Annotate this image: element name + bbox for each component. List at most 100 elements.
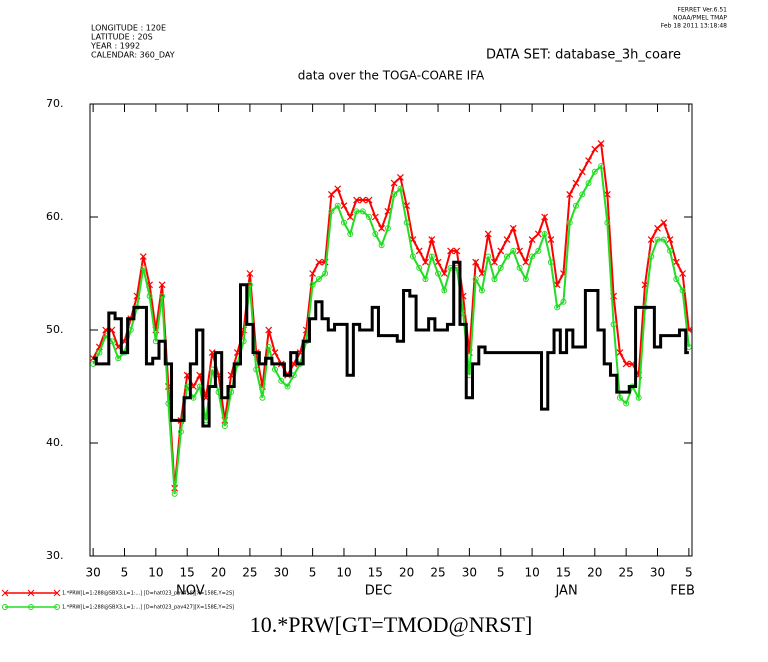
marker-x — [415, 247, 423, 255]
marker-x — [522, 258, 530, 266]
marker-x — [654, 224, 661, 232]
marker-circle — [522, 276, 529, 283]
marker-circle — [428, 253, 435, 260]
series-line — [92, 141, 690, 489]
marker-circle — [529, 253, 536, 260]
marker-x — [440, 270, 448, 277]
marker-circle — [485, 253, 492, 260]
marker-circle — [409, 253, 416, 260]
marker-x — [378, 224, 386, 232]
header-line: CALENDAR: 360_DAY — [91, 51, 175, 60]
marker-circle — [554, 304, 561, 311]
marker-circle — [322, 270, 329, 277]
marker-x — [309, 270, 317, 277]
x-tick-label: 30 — [274, 566, 289, 580]
marker-x — [334, 185, 342, 193]
marker-circle — [416, 264, 423, 271]
marker-circle — [309, 281, 316, 288]
marker-x — [340, 202, 348, 210]
marker-circle — [391, 191, 398, 198]
marker-x — [453, 247, 461, 255]
marker-x — [572, 179, 580, 187]
x-tick-label: 20 — [399, 566, 414, 580]
marker-circle — [441, 287, 448, 294]
marker-circle — [491, 276, 498, 283]
y-tick-label: 50. — [46, 323, 64, 336]
marker-x — [353, 196, 360, 204]
marker-circle — [623, 400, 630, 407]
marker-circle — [422, 276, 429, 283]
marker-circle — [171, 490, 178, 497]
marker-x — [158, 281, 166, 289]
marker-x — [484, 230, 492, 238]
marker-circle — [259, 394, 266, 401]
marker-circle — [253, 366, 260, 373]
x-tick-label: 5 — [497, 566, 505, 580]
marker-circle — [667, 247, 674, 254]
x-tick-label: 10 — [524, 566, 539, 580]
marker-x — [585, 157, 592, 164]
marker-circle — [397, 185, 404, 192]
legend-marker — [2, 604, 8, 610]
marker-x — [428, 236, 436, 244]
marker-circle — [115, 355, 122, 362]
marker-circle — [610, 321, 617, 328]
header-line: YEAR : 1992 — [90, 42, 140, 51]
marker-x — [271, 349, 279, 357]
marker-x — [647, 236, 655, 244]
legend-marker — [54, 604, 60, 610]
x-tick-label: 25 — [430, 566, 445, 580]
legend-marker — [1, 589, 9, 597]
marker-circle — [96, 349, 103, 356]
marker-circle — [271, 366, 278, 373]
marker-x — [591, 145, 599, 153]
marker-circle — [616, 394, 623, 401]
marker-circle — [146, 293, 153, 300]
marker-circle — [504, 253, 511, 260]
marker-circle — [660, 236, 667, 243]
marker-circle — [541, 230, 548, 237]
program-info: Feb 18 2011 13:18:48 — [661, 23, 727, 30]
marker-x — [390, 179, 398, 187]
y-tick-label: 70. — [46, 97, 64, 110]
x-tick-label: 5 — [685, 566, 693, 580]
month-label: NOV — [176, 584, 205, 599]
marker-circle — [510, 247, 517, 254]
marker-circle — [560, 298, 567, 305]
marker-x — [359, 196, 367, 204]
marker-circle — [566, 219, 573, 226]
x-tick-label: 30 — [462, 566, 477, 580]
marker-circle — [315, 276, 322, 283]
marker-x — [616, 349, 624, 357]
marker-x — [541, 213, 549, 221]
x-tick-label: 20 — [211, 566, 226, 580]
marker-circle — [654, 236, 661, 243]
marker-x — [660, 219, 668, 227]
marker-x — [516, 247, 523, 255]
marker-x — [371, 213, 379, 221]
x-tick-label: 5 — [121, 566, 129, 580]
marker-circle — [679, 287, 686, 294]
marker-circle — [340, 219, 347, 226]
marker-x — [597, 140, 605, 147]
marker-x — [622, 360, 630, 368]
y-tick-label: 30. — [46, 549, 64, 562]
marker-circle — [278, 377, 285, 384]
marker-circle — [334, 202, 341, 209]
marker-circle — [435, 270, 442, 277]
marker-circle — [384, 225, 391, 232]
chart-subtitle: data over the TOGA-COARE IFA — [298, 69, 485, 83]
marker-circle — [591, 168, 598, 175]
marker-x — [447, 247, 454, 255]
marker-circle — [648, 253, 655, 260]
x-tick-label: 5 — [309, 566, 317, 580]
marker-x — [396, 174, 404, 181]
month-label: FEB — [670, 584, 695, 599]
x-axis-label: 10.*PRW[GT=TMOD@NRST] — [250, 612, 533, 637]
x-tick-label: 15 — [180, 566, 195, 580]
x-tick-label: 25 — [242, 566, 257, 580]
marker-circle — [604, 219, 611, 226]
y-tick-label: 60. — [46, 210, 64, 223]
legend-marker — [27, 589, 35, 597]
x-tick-label: 20 — [587, 566, 602, 580]
